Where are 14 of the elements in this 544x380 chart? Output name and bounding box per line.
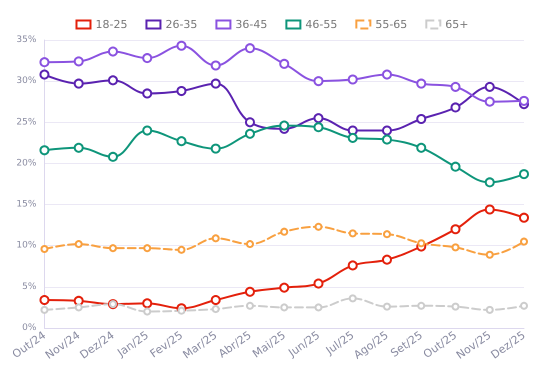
y-tick-label: 5% <box>22 282 37 292</box>
y-tick-label: 10% <box>16 240 37 251</box>
y-tick-label: 20% <box>16 158 37 168</box>
y-tick-label: 15% <box>16 200 37 210</box>
legend-label: 65+ <box>445 18 469 31</box>
y-tick-label: 0% <box>22 323 37 333</box>
y-tick-label: 30% <box>16 76 37 86</box>
y-tick-label: 35% <box>16 35 37 45</box>
legend-label: 55-65 <box>375 18 408 31</box>
legend-label: 26-35 <box>165 18 198 31</box>
legend-label: 18-25 <box>95 18 128 31</box>
legend-label: 46-55 <box>305 18 338 31</box>
y-tick-label: 25% <box>16 117 37 128</box>
legend-label: 36-45 <box>235 18 268 31</box>
